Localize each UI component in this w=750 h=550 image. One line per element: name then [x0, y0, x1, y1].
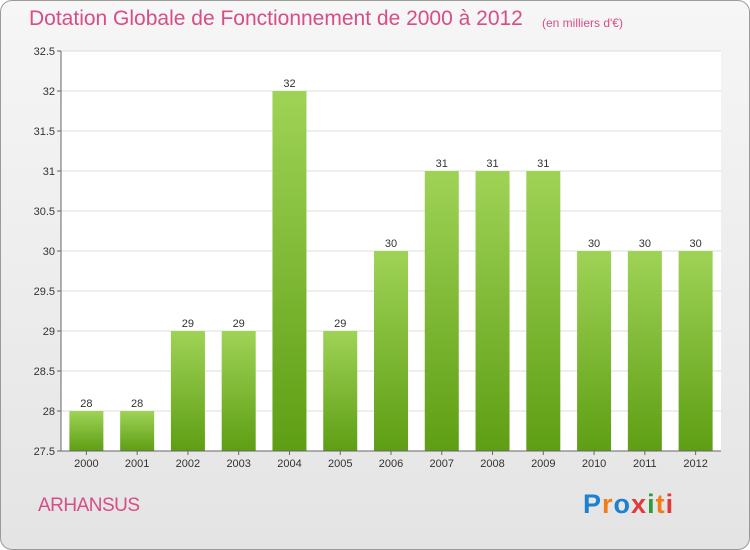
bar-2012 — [678, 251, 713, 451]
y-tick-label: 30.5 — [34, 206, 55, 218]
bar-2007 — [424, 171, 459, 451]
y-tick-label: 29.5 — [34, 286, 55, 298]
y-tick-label: 29 — [43, 326, 55, 338]
bar-2003 — [221, 331, 256, 451]
x-tick-label: 2000 — [74, 458, 98, 470]
x-tick-label: 2011 — [633, 458, 657, 470]
y-tick-label: 32.5 — [34, 46, 55, 58]
x-tick-label: 2003 — [226, 458, 250, 470]
data-label: 29 — [182, 318, 194, 330]
bar-2005 — [323, 331, 358, 451]
y-tick-label: 30 — [43, 246, 55, 258]
bar-2001 — [120, 411, 155, 451]
bar-2000 — [69, 411, 104, 451]
proxiti-logo[interactable]: Proxiti — [583, 489, 675, 519]
bar-2011 — [627, 251, 662, 451]
x-tick-label: 2004 — [277, 458, 301, 470]
data-label: 31 — [436, 158, 448, 170]
x-tick-label: 2002 — [176, 458, 200, 470]
bar-2008 — [475, 171, 510, 451]
bar-2006 — [374, 251, 408, 451]
x-tick-label: 2001 — [125, 458, 149, 470]
bar-2010 — [577, 251, 612, 451]
x-tick-label: 2005 — [328, 458, 352, 470]
y-tick-label: 31 — [43, 166, 55, 178]
data-label: 32 — [283, 78, 295, 90]
data-label: 29 — [334, 318, 346, 330]
chart-subtitle: (en milliers d'€) — [542, 16, 623, 30]
data-label: 30 — [588, 238, 600, 250]
x-tick-label: 2009 — [531, 458, 555, 470]
bar-2004 — [272, 91, 307, 451]
bar-2009 — [526, 171, 561, 451]
y-tick-label: 31.5 — [34, 126, 55, 138]
data-label: 28 — [131, 398, 143, 410]
data-label: 30 — [385, 238, 397, 250]
bar-2002 — [170, 331, 205, 451]
data-label: 28 — [80, 398, 92, 410]
data-label: 30 — [639, 238, 651, 250]
data-label: 31 — [486, 158, 498, 170]
y-tick-label: 28 — [43, 406, 55, 418]
chart-title: Dotation Globale de Fonctionnement de 20… — [29, 7, 523, 30]
y-tick-label: 27.5 — [34, 446, 55, 458]
commune-name: ARHANSUS — [38, 495, 140, 516]
data-label: 29 — [233, 318, 245, 330]
y-tick-label: 28.5 — [34, 366, 55, 378]
data-label: 30 — [689, 238, 701, 250]
y-tick-label: 32 — [43, 86, 55, 98]
x-tick-label: 2007 — [430, 458, 454, 470]
x-tick-label: 2010 — [582, 458, 606, 470]
x-tick-label: 2006 — [379, 458, 403, 470]
x-tick-label: 2012 — [683, 458, 707, 470]
x-tick-label: 2008 — [480, 458, 504, 470]
data-label: 31 — [537, 158, 549, 170]
